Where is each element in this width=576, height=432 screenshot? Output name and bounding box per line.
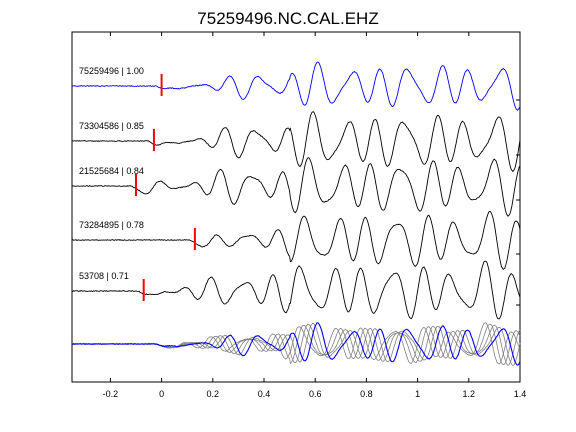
trace-line [71, 260, 521, 320]
trace-line [71, 211, 521, 270]
trace-line [71, 61, 521, 111]
x-tick-label: 0.4 [258, 389, 271, 399]
x-tick-label: 1.2 [463, 389, 476, 399]
x-tick-label: 1.4 [514, 389, 527, 399]
x-tick-label: 0.6 [309, 389, 322, 399]
x-tick-label: 0 [159, 389, 164, 399]
x-tick-label: -0.2 [103, 389, 119, 399]
trace-label: 73284895 | 0.78 [79, 220, 144, 230]
chart-title: 75259496.NC.CAL.EHZ [197, 9, 378, 28]
x-tick-label: 1 [415, 389, 420, 399]
x-tick-label: 0.8 [360, 389, 373, 399]
overlay-stack [71, 322, 521, 366]
trace-label: 73304586 | 0.85 [79, 121, 144, 131]
x-tick-label: 0.2 [207, 389, 220, 399]
trace-label: 21525684 | 0.84 [79, 166, 144, 176]
trace-label: 53708 | 0.71 [79, 271, 129, 281]
traces-group: 75259496 | 1.00 73304586 | 0.85 21525684 |… [71, 61, 521, 320]
overlay-trace-line [71, 322, 521, 366]
trace-line [71, 157, 521, 217]
trace-label: 75259496 | 1.00 [79, 66, 144, 76]
x-axis: -0.2 0 0.2 0.4 0.6 0.8 1 1.2 1.4 [103, 32, 527, 399]
trace-line [72, 111, 521, 173]
plot-frame [71, 31, 521, 383]
